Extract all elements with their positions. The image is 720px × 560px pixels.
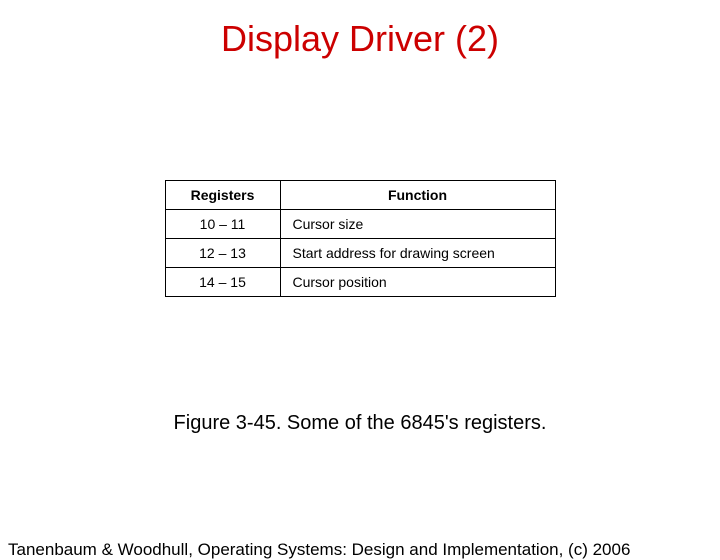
- page-title: Display Driver (2): [0, 18, 720, 60]
- cell-registers: 12 – 13: [165, 239, 280, 268]
- register-table-container: Registers Function 10 – 11 Cursor size 1…: [0, 180, 720, 297]
- table-row: 10 – 11 Cursor size: [165, 210, 555, 239]
- col-header-registers: Registers: [165, 181, 280, 210]
- table-row: 14 – 15 Cursor position: [165, 268, 555, 297]
- cell-function: Cursor size: [280, 210, 555, 239]
- figure-caption: Figure 3-45. Some of the 6845's register…: [0, 412, 720, 435]
- col-header-function: Function: [280, 181, 555, 210]
- table-header-row: Registers Function: [165, 181, 555, 210]
- cell-function: Cursor position: [280, 268, 555, 297]
- cell-registers: 14 – 15: [165, 268, 280, 297]
- cell-function: Start address for drawing screen: [280, 239, 555, 268]
- table-row: 12 – 13 Start address for drawing screen: [165, 239, 555, 268]
- footer-credit: Tanenbaum & Woodhull, Operating Systems:…: [8, 540, 630, 560]
- register-table: Registers Function 10 – 11 Cursor size 1…: [165, 180, 556, 297]
- cell-registers: 10 – 11: [165, 210, 280, 239]
